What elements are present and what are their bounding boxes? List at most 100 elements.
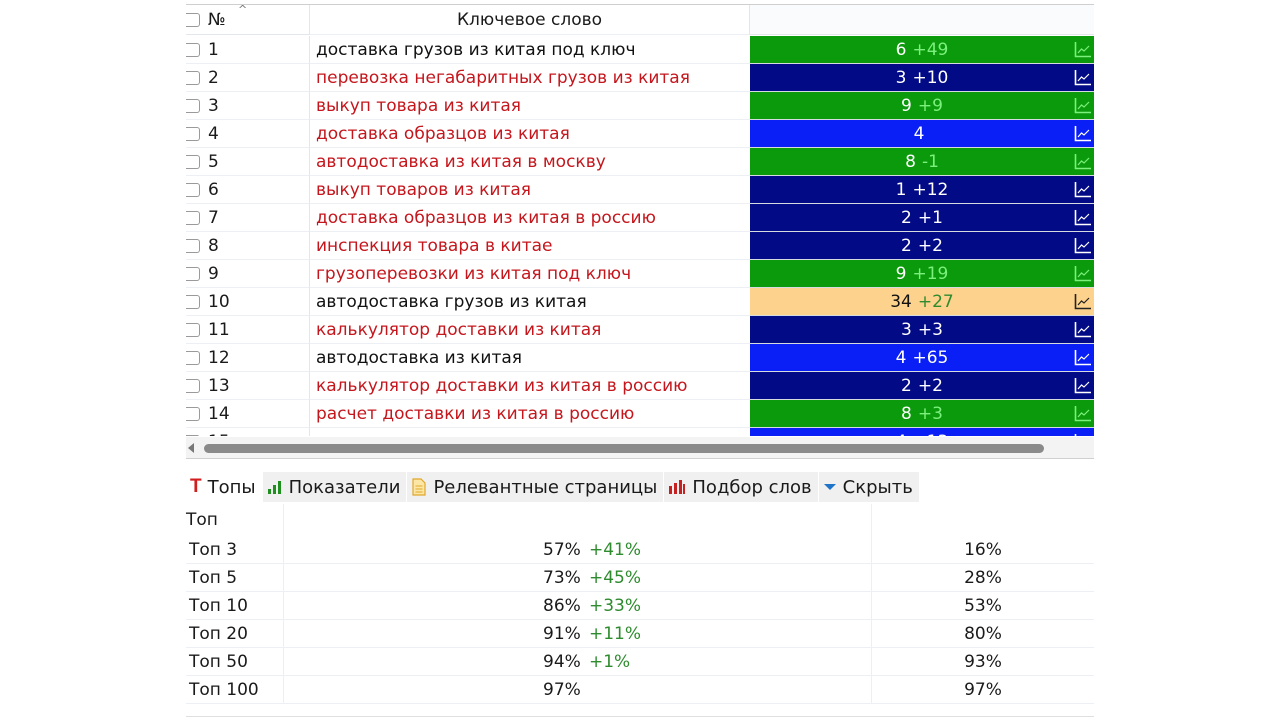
table-row[interactable]: 3 выкуп товара из китая 9 +9 xyxy=(186,92,1094,120)
line-chart-icon[interactable] xyxy=(1074,237,1092,254)
tops-row[interactable]: Топ 5 73% +45% 28% xyxy=(186,564,1094,592)
line-chart-icon[interactable] xyxy=(1074,377,1092,394)
table-row[interactable]: 9 грузоперевозки из китая под ключ 9 +19 xyxy=(186,260,1094,288)
header-num[interactable]: № ^ xyxy=(186,5,310,35)
table-row[interactable]: 6 выкуп товаров из китая 1 +12 xyxy=(186,176,1094,204)
rank-cell[interactable]: 8 -1 xyxy=(750,148,1094,176)
keyword-cell[interactable]: автодоставка из китая в москву xyxy=(310,148,750,176)
row-number: 12 xyxy=(208,347,230,368)
row-checkbox[interactable] xyxy=(186,210,200,225)
table-row[interactable]: 10 автодоставка грузов из китая 34 +27 xyxy=(186,288,1094,316)
row-checkbox[interactable] xyxy=(186,70,200,85)
rank-cell[interactable]: 2 +1 xyxy=(750,204,1094,232)
line-chart-icon[interactable] xyxy=(1074,209,1092,226)
keyword-cell[interactable] xyxy=(310,428,750,436)
scroll-left-arrow-icon[interactable] xyxy=(188,443,194,453)
keyword-cell[interactable]: калькулятор доставки из китая xyxy=(310,316,750,344)
row-checkbox[interactable] xyxy=(186,378,200,393)
keyword-cell[interactable]: выкуп товара из китая xyxy=(310,92,750,120)
rank-cell[interactable]: 8 +3 xyxy=(750,400,1094,428)
keyword-cell[interactable]: доставка образцов из китая xyxy=(310,120,750,148)
line-chart-icon[interactable] xyxy=(1074,97,1092,114)
tops-header-col2[interactable] xyxy=(284,504,872,536)
rank-cell[interactable]: 1 +12 xyxy=(750,176,1094,204)
tops-row[interactable]: Топ 3 57% +41% 16% xyxy=(186,536,1094,564)
tops-row[interactable]: Топ 20 91% +11% 80% xyxy=(186,620,1094,648)
table-row[interactable]: 13 калькулятор доставки из китая в россию… xyxy=(186,372,1094,400)
rank-cell[interactable]: 3 +10 xyxy=(750,64,1094,92)
row-checkbox[interactable] xyxy=(186,154,200,169)
line-chart-icon[interactable] xyxy=(1074,41,1092,58)
table-row[interactable]: 11 калькулятор доставки из китая 3 +3 xyxy=(186,316,1094,344)
line-chart-icon[interactable] xyxy=(1074,433,1092,436)
keyword-cell[interactable]: перевозка негабаритных грузов из китая xyxy=(310,64,750,92)
row-checkbox[interactable] xyxy=(186,238,200,253)
table-row[interactable]: 7 доставка образцов из китая в россию 2 +1 xyxy=(186,204,1094,232)
rank-cell[interactable]: 4 xyxy=(750,120,1094,148)
row-checkbox[interactable] xyxy=(186,98,200,113)
row-checkbox[interactable] xyxy=(186,266,200,281)
header-rank[interactable] xyxy=(750,5,1094,35)
line-chart-icon[interactable] xyxy=(1074,69,1092,86)
table-row[interactable]: 14 расчет доставки из китая в россию 8 +3 xyxy=(186,400,1094,428)
line-chart-icon[interactable] xyxy=(1074,293,1092,310)
row-checkbox[interactable] xyxy=(186,434,200,436)
scrollbar-thumb[interactable] xyxy=(204,444,1044,453)
table-row[interactable]: 12 автодоставка из китая 4 +65 xyxy=(186,344,1094,372)
line-chart-icon[interactable] xyxy=(1074,349,1092,366)
line-chart-icon[interactable] xyxy=(1074,265,1092,282)
keyword-cell[interactable]: выкуп товаров из китая xyxy=(310,176,750,204)
horizontal-scrollbar[interactable] xyxy=(186,437,1094,459)
keyword-cell[interactable]: грузоперевозки из китая под ключ xyxy=(310,260,750,288)
tab-item[interactable]: Показатели xyxy=(262,472,408,502)
tops-row[interactable]: Топ 50 94% +1% 93% xyxy=(186,648,1094,676)
keyword-cell[interactable]: автодоставка из китая xyxy=(310,344,750,372)
rank-cell[interactable]: 4 +13 xyxy=(750,428,1094,436)
rank-cell[interactable]: 3 +3 xyxy=(750,316,1094,344)
tops-row[interactable]: Топ 10 86% +33% 53% xyxy=(186,592,1094,620)
tops-row[interactable]: Топ 100 97% 97% xyxy=(186,676,1094,704)
line-chart-icon[interactable] xyxy=(1074,153,1092,170)
table-row[interactable]: 5 автодоставка из китая в москву 8 -1 xyxy=(186,148,1094,176)
keyword-cell[interactable]: доставка образцов из китая в россию xyxy=(310,204,750,232)
rank-cell[interactable]: 4 +65 xyxy=(750,344,1094,372)
row-checkbox[interactable] xyxy=(186,42,200,57)
table-row[interactable]: 4 доставка образцов из китая 4 xyxy=(186,120,1094,148)
rank-cell[interactable]: 34 +27 xyxy=(750,288,1094,316)
rank-cell[interactable]: 6 +49 xyxy=(750,36,1094,64)
rank-cell[interactable]: 9 +19 xyxy=(750,260,1094,288)
row-checkbox[interactable] xyxy=(186,126,200,141)
select-all-checkbox[interactable] xyxy=(186,12,200,27)
table-row[interactable]: 8 инспекция товара в китае 2 +2 xyxy=(186,232,1094,260)
keyword-cell[interactable]: автодоставка грузов из китая xyxy=(310,288,750,316)
rank-cell[interactable]: 2 +2 xyxy=(750,232,1094,260)
keyword-cell[interactable]: калькулятор доставки из китая в россию xyxy=(310,372,750,400)
tops-other-value: 93% xyxy=(964,651,1002,672)
table-row[interactable]: 2 перевозка негабаритных грузов из китая 3… xyxy=(186,64,1094,92)
rank-cell[interactable]: 9 +9 xyxy=(750,92,1094,120)
tab-item[interactable]: Подбор слов xyxy=(664,472,819,502)
row-checkbox[interactable] xyxy=(186,350,200,365)
tops-other-value: 53% xyxy=(964,595,1002,616)
table-row[interactable]: 15 4 +13 xyxy=(186,428,1094,436)
keyword-cell[interactable]: расчет доставки из китая в россию xyxy=(310,400,750,428)
row-checkbox[interactable] xyxy=(186,182,200,197)
tab-hide[interactable]: Скрыть xyxy=(818,472,920,502)
tab-item[interactable]: Релевантные страницы xyxy=(407,472,665,502)
line-chart-icon[interactable] xyxy=(1074,321,1092,338)
keyword-cell[interactable]: доставка грузов из китая под ключ xyxy=(310,36,750,64)
tops-header-col3[interactable] xyxy=(872,504,1094,536)
line-chart-icon[interactable] xyxy=(1074,405,1092,422)
row-checkbox[interactable] xyxy=(186,294,200,309)
line-chart-icon[interactable] xyxy=(1074,181,1092,198)
row-number-cell: 4 xyxy=(186,120,310,148)
row-checkbox[interactable] xyxy=(186,322,200,337)
table-row[interactable]: 1 доставка грузов из китая под ключ 6 +49 xyxy=(186,36,1094,64)
tops-header-label[interactable]: Топ xyxy=(186,504,284,536)
rank-cell[interactable]: 2 +2 xyxy=(750,372,1094,400)
line-chart-icon[interactable] xyxy=(1074,125,1092,142)
tab-item[interactable]: T Топы xyxy=(186,472,263,502)
keyword-cell[interactable]: инспекция товара в китае xyxy=(310,232,750,260)
header-keyword[interactable]: Ключевое слово xyxy=(310,5,750,35)
row-checkbox[interactable] xyxy=(186,406,200,421)
